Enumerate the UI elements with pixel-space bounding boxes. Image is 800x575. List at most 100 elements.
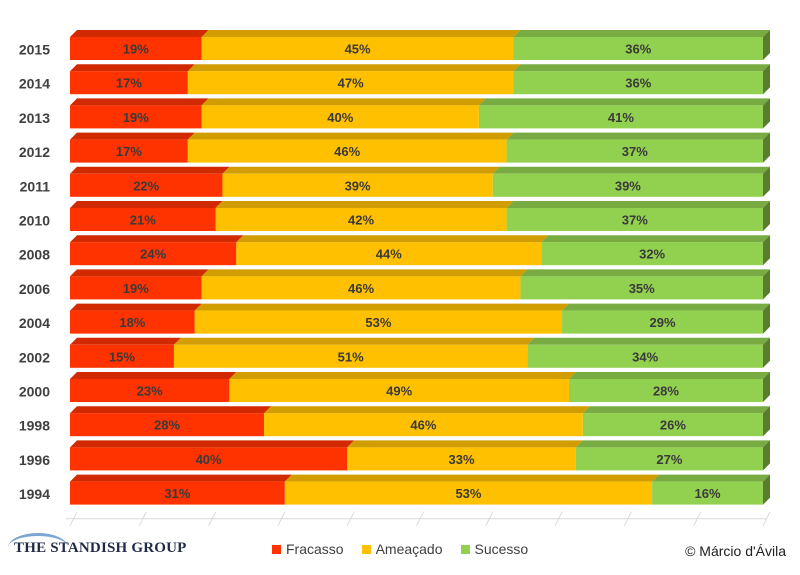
bar-top-face [70, 132, 195, 140]
data-label: 47% [338, 76, 364, 91]
bar-segment: 19% [70, 30, 209, 60]
bar-front-face [70, 208, 216, 231]
bar-side-face [763, 201, 770, 231]
bar-top-face [70, 269, 209, 277]
bar-front-face [201, 276, 521, 300]
bar-segment: 21% [70, 201, 223, 231]
bar-top-face [513, 64, 770, 72]
legend: Fracasso Ameaçado Sucesso [272, 541, 528, 557]
bar-front-face [506, 208, 763, 231]
bar-top-face [513, 30, 770, 37]
bar-segment: 49% [229, 372, 576, 402]
bar-segment: 17% [70, 132, 195, 163]
bar-front-face [264, 413, 583, 437]
bar-front-face [347, 447, 576, 471]
bar-front-face [575, 447, 763, 471]
data-label: 19% [123, 42, 149, 57]
bar-segment: 32% [541, 235, 770, 266]
data-label: 28% [653, 384, 679, 399]
bar-top-face [347, 440, 583, 448]
data-label: 15% [109, 349, 135, 364]
data-label: 53% [365, 315, 391, 330]
bar-front-face [478, 105, 763, 129]
y-tick-label: 2002 [19, 349, 50, 365]
bar-top-face [173, 337, 535, 345]
bar-segment: 27% [575, 440, 770, 471]
bar-top-face [70, 440, 355, 448]
y-tick-label: 2010 [19, 213, 50, 229]
bar-segment: 28% [568, 372, 770, 402]
bar-top-face [70, 201, 223, 208]
bar-top-face [652, 474, 770, 482]
bar-side-face [763, 30, 770, 60]
data-label: 40% [196, 452, 222, 467]
bar-segment: 44% [236, 235, 549, 266]
bar-segment: 19% [70, 269, 209, 300]
bar-front-face [187, 139, 507, 163]
data-label: 19% [123, 110, 149, 125]
chart-floor [66, 511, 771, 527]
data-label: 24% [140, 247, 166, 262]
bar-side-face [763, 440, 770, 471]
bar-front-face [70, 105, 202, 129]
bar-side-face [763, 372, 770, 402]
y-tick-label: 2008 [19, 247, 50, 263]
bar-segment: 36% [513, 30, 770, 60]
bar-front-face [70, 413, 265, 437]
floor-gridline [69, 511, 78, 527]
bar-side-face [763, 303, 770, 334]
data-label: 44% [376, 247, 402, 262]
bar-front-face [513, 37, 763, 60]
y-tick-label: 2011 [20, 178, 51, 194]
bar-top-face [187, 132, 514, 140]
floor-gridline [693, 511, 702, 527]
data-label: 17% [116, 76, 142, 91]
data-label: 46% [410, 418, 436, 433]
bar-top-face [575, 440, 770, 448]
data-label: 22% [133, 178, 159, 193]
bar-front-face [201, 37, 514, 60]
bar-front-face [568, 379, 763, 402]
data-label: 42% [348, 213, 374, 228]
y-axis-labels: 2015 2014 2013 2012 2011 2010 2008 2006 2004 2002… [19, 42, 50, 503]
legend-label-ameacado: Ameaçado [375, 541, 443, 557]
bar-top-face [70, 474, 292, 482]
data-label: 35% [629, 281, 655, 296]
bar-side-face [763, 406, 770, 437]
bar-front-face [284, 481, 653, 505]
bar-segment: 33% [347, 440, 583, 471]
data-label: 36% [625, 76, 651, 91]
bar-front-face [70, 37, 202, 60]
data-label: 19% [123, 281, 149, 296]
y-tick-label: 1994 [19, 486, 50, 502]
bar-front-face [70, 71, 188, 95]
bar-front-face [70, 379, 230, 402]
data-label: 46% [348, 281, 374, 296]
bar-front-face [229, 379, 569, 402]
bar-segment: 19% [70, 98, 209, 129]
bar-segment: 40% [201, 98, 486, 129]
data-label: 37% [622, 213, 648, 228]
data-label: 49% [386, 384, 412, 399]
data-label: 37% [622, 144, 648, 159]
bar-segment: 28% [70, 406, 272, 437]
bar-segment: 42% [215, 201, 514, 231]
data-label: 46% [334, 144, 360, 159]
floor-gridline [762, 511, 771, 527]
legend-item-ameacado: Ameaçado [361, 541, 443, 557]
data-label: 39% [345, 178, 371, 193]
floor-gridline [138, 511, 147, 527]
bar-front-face [70, 447, 348, 471]
data-label: 29% [649, 315, 675, 330]
bar-top-face [194, 303, 570, 311]
data-label: 45% [345, 42, 371, 57]
bar-side-face [763, 337, 770, 368]
bar-front-face [215, 208, 507, 231]
y-tick-label: 2006 [19, 281, 50, 297]
y-tick-label: 2004 [19, 315, 50, 331]
standish-logo-arc [8, 533, 68, 562]
bar-segment: 46% [201, 269, 528, 300]
bar-top-face [506, 201, 770, 208]
data-label: 21% [130, 213, 156, 228]
